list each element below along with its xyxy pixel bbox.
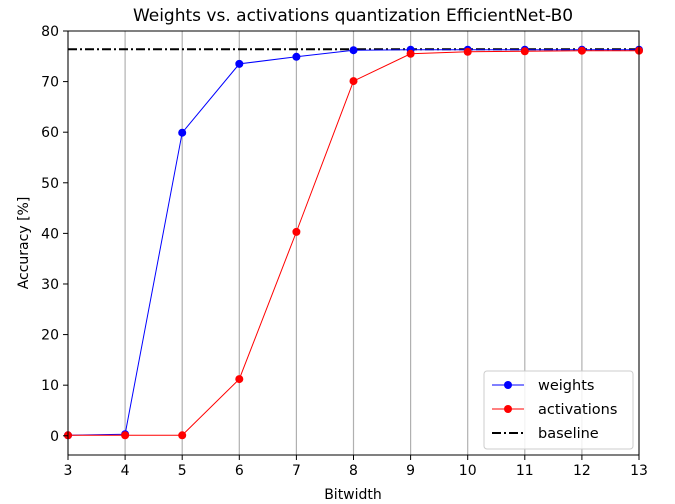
x-tick-label-3: 3 (64, 463, 73, 479)
point-activations-12 (577, 46, 586, 55)
y-tick-label-40: 40 (41, 226, 59, 242)
series-layer (64, 45, 643, 440)
y-tick-label-0: 0 (50, 429, 59, 445)
y-tick-label-20: 20 (41, 328, 59, 344)
y-tick-label-30: 30 (41, 277, 59, 293)
point-activations-4 (121, 431, 130, 440)
x-tick-label-10: 10 (459, 463, 477, 479)
legend-label-activations: activations (538, 402, 617, 418)
legend-box (483, 370, 634, 450)
point-activations-11 (520, 47, 529, 56)
x-tick-label-6: 6 (235, 463, 244, 479)
legend-label-baseline: baseline (538, 426, 599, 442)
legend-marker-activations (504, 405, 512, 413)
x-tick-label-5: 5 (178, 463, 187, 479)
x-tick-label-8: 8 (349, 463, 358, 479)
chart-title: Weights vs. activations quantization Eff… (133, 6, 573, 26)
point-weights-7 (292, 52, 301, 61)
x-tick-label-12: 12 (573, 463, 591, 479)
point-activations-6 (235, 375, 244, 384)
point-activations-5 (178, 431, 187, 440)
point-weights-8 (349, 46, 358, 55)
x-tick-label-7: 7 (292, 463, 301, 479)
x-tick-label-4: 4 (121, 463, 130, 479)
ticks-layer: 3 4 5 6 7 8 9 10 11 12 13 0 10 20 30 40 50 60 70 80 (41, 24, 648, 479)
point-weights-5 (178, 128, 187, 137)
point-activations-8 (349, 77, 358, 86)
y-tick-label-80: 80 (41, 24, 59, 40)
y-tick-label-50: 50 (41, 176, 59, 192)
point-activations-10 (463, 47, 472, 56)
y-tick-label-10: 10 (41, 378, 59, 394)
point-activations-7 (292, 227, 301, 236)
x-tick-label-9: 9 (406, 463, 415, 479)
legend-marker-weights (504, 381, 512, 389)
legend: weights activations baseline (483, 370, 634, 450)
point-activations-9 (406, 49, 415, 58)
x-axis-title: Bitwidth (324, 487, 382, 503)
y-axis-title: Accuracy [%] (16, 197, 32, 290)
x-tick-label-11: 11 (516, 463, 534, 479)
x-tick-label-13: 13 (630, 463, 648, 479)
y-tick-label-60: 60 (41, 125, 59, 141)
y-tick-label-70: 70 (41, 75, 59, 91)
legend-label-weights: weights (538, 378, 594, 394)
point-weights-6 (235, 59, 244, 68)
